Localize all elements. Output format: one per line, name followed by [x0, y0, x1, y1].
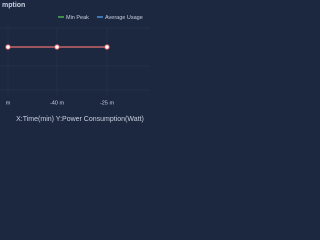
x-tick-label: m [6, 100, 11, 106]
data-point [104, 44, 110, 50]
data-point [54, 44, 60, 50]
legend-label: Average Usage [105, 15, 143, 21]
x-axis-title: X:Time(min) Y:Power Consumption(Watt) [16, 116, 144, 123]
chart-title: mption [2, 2, 25, 9]
x-tick-label: -40 m [50, 100, 64, 106]
legend-label: Min Peak [66, 15, 89, 21]
data-point [5, 44, 11, 50]
x-tick-label: -25 m [100, 100, 114, 106]
background [0, 0, 150, 150]
